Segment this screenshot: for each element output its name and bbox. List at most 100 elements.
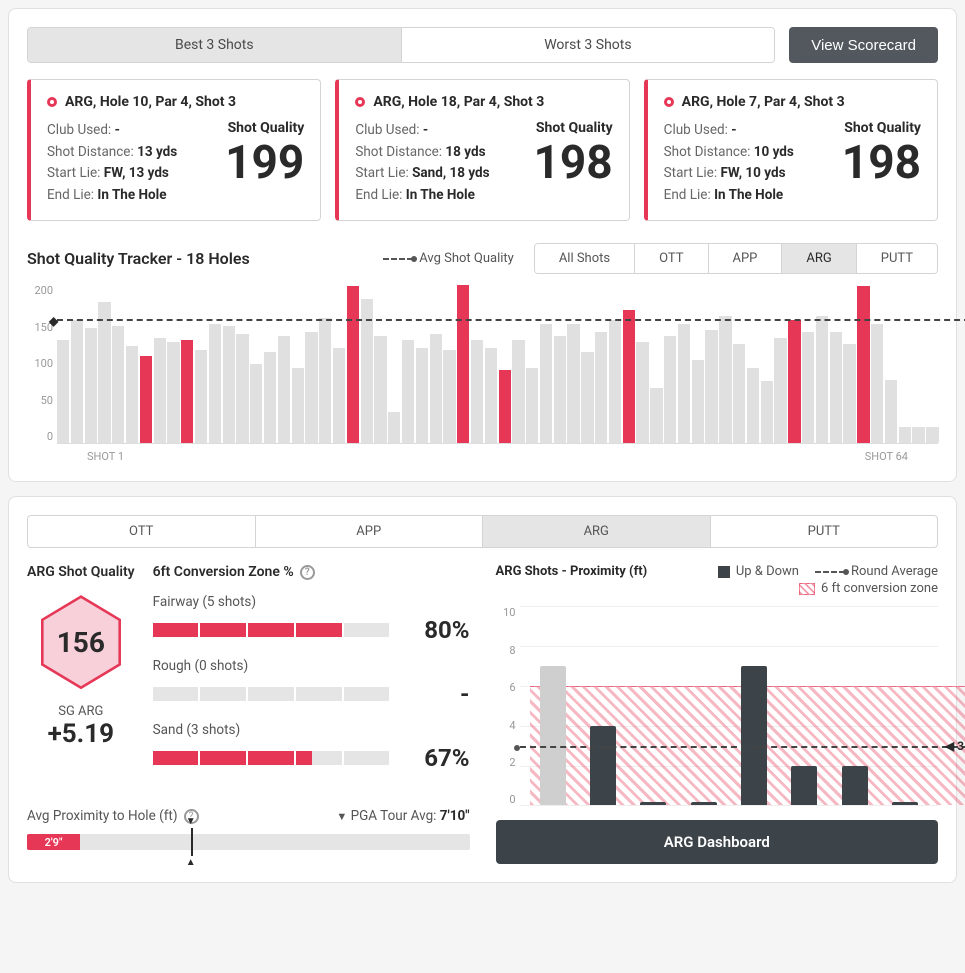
tracker-bar[interactable] — [623, 310, 635, 444]
tracker-bar[interactable] — [388, 412, 400, 444]
proximity-slider[interactable]: 2'9" — [27, 834, 470, 850]
tracker-bar[interactable] — [526, 368, 538, 444]
tracker-bar[interactable] — [223, 326, 235, 444]
filter-tab-ott[interactable]: OTT — [634, 244, 707, 273]
filter-tab-app[interactable]: APP — [708, 244, 782, 273]
tracker-bar[interactable] — [140, 356, 152, 443]
hatch-icon — [799, 583, 815, 595]
tab-arg[interactable]: ARG — [482, 516, 710, 547]
tracker-bar[interactable] — [167, 342, 179, 444]
filter-tab-all-shots[interactable]: All Shots — [535, 244, 634, 273]
tracker-bar[interactable] — [554, 336, 566, 443]
tracker-bar[interactable] — [499, 370, 511, 443]
tracker-bar[interactable] — [250, 364, 262, 444]
view-scorecard-button[interactable]: View Scorecard — [789, 27, 938, 63]
tracker-bar[interactable] — [126, 346, 138, 443]
tracker-bar[interactable] — [209, 324, 221, 443]
tab-ott[interactable]: OTT — [28, 516, 255, 547]
tracker-bar[interactable] — [871, 324, 883, 443]
left-top-row: ARG Shot Quality 156 SG ARG +5.19 — [27, 564, 470, 786]
tab-best-shots[interactable]: Best 3 Shots — [28, 28, 401, 62]
tab-app[interactable]: APP — [255, 516, 483, 547]
tracker-bar[interactable] — [719, 316, 731, 443]
tracker-bar[interactable] — [181, 340, 193, 443]
tracker-bar[interactable] — [402, 340, 414, 443]
tracker-bar[interactable] — [636, 342, 648, 444]
tracker-bar[interactable] — [733, 344, 745, 443]
tracker-bar[interactable] — [609, 320, 621, 443]
tab-worst-shots[interactable]: Worst 3 Shots — [401, 28, 775, 62]
tracker-bar[interactable] — [471, 340, 483, 443]
tracker-bar[interactable] — [292, 368, 304, 444]
tracker-bar[interactable] — [747, 368, 759, 444]
tracker-bar[interactable] — [278, 336, 290, 443]
tracker-bar[interactable] — [857, 286, 869, 443]
tracker-bar[interactable] — [443, 350, 455, 444]
prox-bar[interactable] — [791, 766, 817, 806]
prox-bar[interactable] — [540, 666, 566, 805]
tracker-bar[interactable] — [788, 320, 800, 443]
filter-tab-putt[interactable]: PUTT — [856, 244, 937, 273]
tracker-bar[interactable] — [830, 332, 842, 443]
shot-card[interactable]: ARG, Hole 7, Par 4, Shot 3 Club Used: - … — [644, 79, 938, 221]
tracker-bar[interactable] — [926, 427, 938, 443]
filter-tab-arg[interactable]: ARG — [781, 244, 855, 273]
tracker-bar[interactable] — [347, 286, 359, 443]
arg-quality-title: ARG Shot Quality — [27, 564, 135, 580]
tracker-bar[interactable] — [154, 338, 166, 444]
tracker-bar[interactable] — [71, 320, 83, 443]
shot-meta: Club Used: - Shot Distance: 13 yds Start… — [47, 120, 177, 206]
tracker-bar[interactable] — [305, 332, 317, 443]
prox-bar[interactable] — [640, 802, 666, 805]
tracker-bar[interactable] — [664, 336, 676, 443]
tracker-bar[interactable] — [761, 381, 773, 443]
tracker-bar[interactable] — [816, 316, 828, 443]
tracker-bar[interactable] — [430, 334, 442, 444]
prox-bar[interactable] — [892, 802, 918, 805]
tracker-bar[interactable] — [57, 340, 69, 443]
prox-bar[interactable] — [741, 666, 767, 805]
tracker-bar[interactable] — [912, 427, 924, 443]
tracker-bar[interactable] — [236, 334, 248, 444]
help-icon[interactable]: ? — [300, 565, 315, 580]
tracker-bar[interactable] — [595, 332, 607, 443]
prox-fill-label: 2'9" — [45, 836, 63, 849]
tracker-bar[interactable] — [540, 324, 552, 443]
tracker-bar[interactable] — [416, 348, 428, 443]
tracker-bar[interactable] — [843, 344, 855, 443]
tracker-bar[interactable] — [264, 352, 276, 443]
conversion-row: Fairway (5 shots) 80% — [153, 594, 470, 644]
tracker-bar[interactable] — [374, 336, 386, 443]
tracker-bar[interactable] — [333, 348, 345, 443]
tracker-bar[interactable] — [774, 338, 786, 444]
prox-bar[interactable] — [590, 726, 616, 806]
tracker-bar[interactable] — [112, 326, 124, 444]
tab-putt[interactable]: PUTT — [710, 516, 938, 547]
tracker-bar[interactable] — [692, 360, 704, 443]
tracker-bar[interactable] — [885, 380, 897, 444]
shot-card-title: ARG, Hole 7, Par 4, Shot 3 — [664, 94, 921, 110]
bottom-grid: ARG Shot Quality 156 SG ARG +5.19 — [27, 564, 938, 864]
tracker-bar[interactable] — [567, 324, 579, 443]
left-column: ARG Shot Quality 156 SG ARG +5.19 — [27, 564, 470, 864]
tracker-bar[interactable] — [319, 318, 331, 444]
arg-dashboard-button[interactable]: ARG Dashboard — [496, 820, 939, 864]
tracker-bar[interactable] — [195, 350, 207, 444]
tracker-bar[interactable] — [457, 285, 469, 443]
tracker-bar[interactable] — [678, 324, 690, 443]
tracker-bar[interactable] — [899, 427, 911, 443]
shot-card[interactable]: ARG, Hole 18, Par 4, Shot 3 Club Used: -… — [335, 79, 629, 221]
tracker-bar[interactable] — [650, 388, 662, 444]
shot-card[interactable]: ARG, Hole 10, Par 4, Shot 3 Club Used: -… — [27, 79, 321, 221]
tracker-bar[interactable] — [512, 340, 524, 443]
proximity-fill: 2'9" — [27, 834, 80, 850]
prox-bar[interactable] — [691, 802, 717, 805]
tracker-bar[interactable] — [485, 348, 497, 443]
tracker-bar[interactable] — [705, 330, 717, 444]
tracker-bar[interactable] — [581, 352, 593, 443]
tracker-bar[interactable] — [98, 302, 110, 444]
tracker-bar[interactable] — [802, 332, 814, 443]
prox-bar[interactable] — [842, 766, 868, 806]
arg-quality-block: ARG Shot Quality 156 SG ARG +5.19 — [27, 564, 135, 786]
tracker-bar[interactable] — [85, 328, 97, 443]
